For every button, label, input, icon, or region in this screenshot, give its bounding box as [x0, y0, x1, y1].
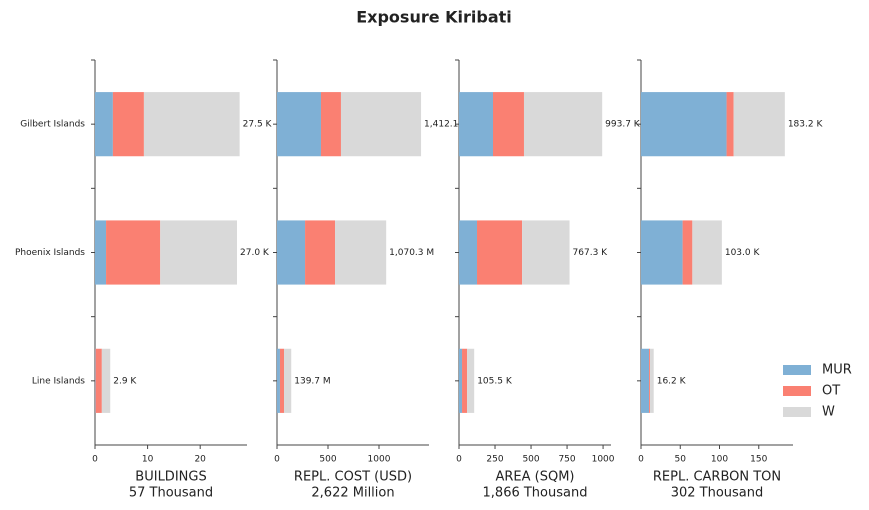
chart-title: Exposure Kiribati — [356, 8, 512, 27]
x-tick-label: 20 — [194, 455, 206, 465]
legend-label: W — [822, 405, 835, 420]
bar-segment — [459, 220, 478, 285]
x-tick-label: 750 — [558, 455, 575, 465]
y-tick-label: Phoenix Islands — [15, 248, 85, 258]
legend-swatch — [783, 407, 811, 417]
x-tick-label: 50 — [675, 455, 687, 465]
bar-segment — [160, 220, 238, 285]
bar-segment — [522, 220, 570, 285]
total-label: 103.0 K — [725, 248, 761, 258]
x-tick-label: 0 — [456, 455, 462, 465]
x-tick-label: 500 — [319, 455, 336, 465]
total-label: 1,070.3 M — [389, 248, 434, 258]
bar-segment — [335, 220, 387, 285]
x-tick-label: 250 — [486, 455, 503, 465]
x-axis-sublabel: 1,866 Thousand — [483, 486, 588, 501]
x-tick-label: 100 — [711, 455, 728, 465]
bar-segment — [467, 348, 475, 413]
legend-label: MUR — [822, 363, 852, 378]
bar-segment — [112, 92, 144, 157]
bar-segment — [95, 92, 113, 157]
x-tick-label: 10 — [142, 455, 154, 465]
total-label: 105.5 K — [477, 376, 513, 386]
bar-segment — [477, 220, 523, 285]
x-axis-sublabel: 302 Thousand — [671, 486, 764, 501]
legend-swatch — [783, 365, 811, 375]
bar-segment — [459, 92, 494, 157]
x-tick-label: 0 — [638, 455, 644, 465]
bar-segment — [106, 220, 161, 285]
bar-segment — [305, 220, 336, 285]
bar-segment — [733, 92, 785, 157]
y-tick-label: Line Islands — [32, 376, 85, 386]
bar-segment — [692, 220, 722, 285]
bar-segment — [340, 92, 422, 157]
bar-segment — [459, 348, 463, 413]
bar-segment — [279, 348, 285, 413]
x-tick-label: 500 — [522, 455, 539, 465]
x-tick-label: 0 — [274, 455, 280, 465]
bar-segment — [493, 92, 524, 157]
bar-segment — [650, 348, 654, 413]
bar-segment — [284, 348, 292, 413]
bar-segment — [682, 220, 693, 285]
bar-segment — [95, 348, 102, 413]
total-label: 27.5 K — [243, 120, 273, 130]
x-axis-sublabel: 2,622 Million — [311, 486, 394, 501]
total-label: 183.2 K — [788, 120, 824, 130]
x-axis-label: AREA (SQM) — [495, 470, 574, 485]
bar-segment — [101, 348, 111, 413]
legend-swatch — [783, 386, 811, 396]
y-tick-label: Gilbert Islands — [20, 120, 85, 130]
bar-segment — [523, 92, 603, 157]
x-tick-label: 0 — [92, 455, 98, 465]
legend-label: OT — [822, 384, 840, 399]
total-label: 139.7 M — [294, 376, 330, 386]
total-label: 767.3 K — [573, 248, 609, 258]
x-axis-label: BUILDINGS — [135, 470, 206, 485]
bar-segment — [641, 220, 683, 285]
bar-segment — [95, 220, 107, 285]
bar-segment — [277, 348, 280, 413]
bar-segment — [277, 92, 321, 157]
bar-segment — [95, 348, 96, 413]
bar-segment — [641, 348, 650, 413]
bar-segment — [143, 92, 240, 157]
x-tick-label: 1000 — [592, 455, 615, 465]
total-label: 16.2 K — [657, 376, 687, 386]
total-label: 2.9 K — [113, 376, 137, 386]
x-axis-label: REPL. COST (USD) — [294, 470, 412, 485]
total-label: 993.7 K — [605, 120, 641, 130]
x-tick-label: 1000 — [368, 455, 391, 465]
x-axis-label: REPL. CARBON TON — [653, 470, 781, 485]
bar-segment — [320, 92, 341, 157]
x-tick-label: 150 — [750, 455, 767, 465]
bar-segment — [277, 220, 306, 285]
x-axis-sublabel: 57 Thousand — [129, 486, 213, 501]
bar-segment — [641, 92, 727, 157]
bar-segment — [649, 348, 651, 413]
total-label: 27.0 K — [240, 248, 270, 258]
bar-segment — [462, 348, 468, 413]
bar-segment — [726, 92, 734, 157]
total-label: 1,412.1 M — [424, 120, 469, 130]
